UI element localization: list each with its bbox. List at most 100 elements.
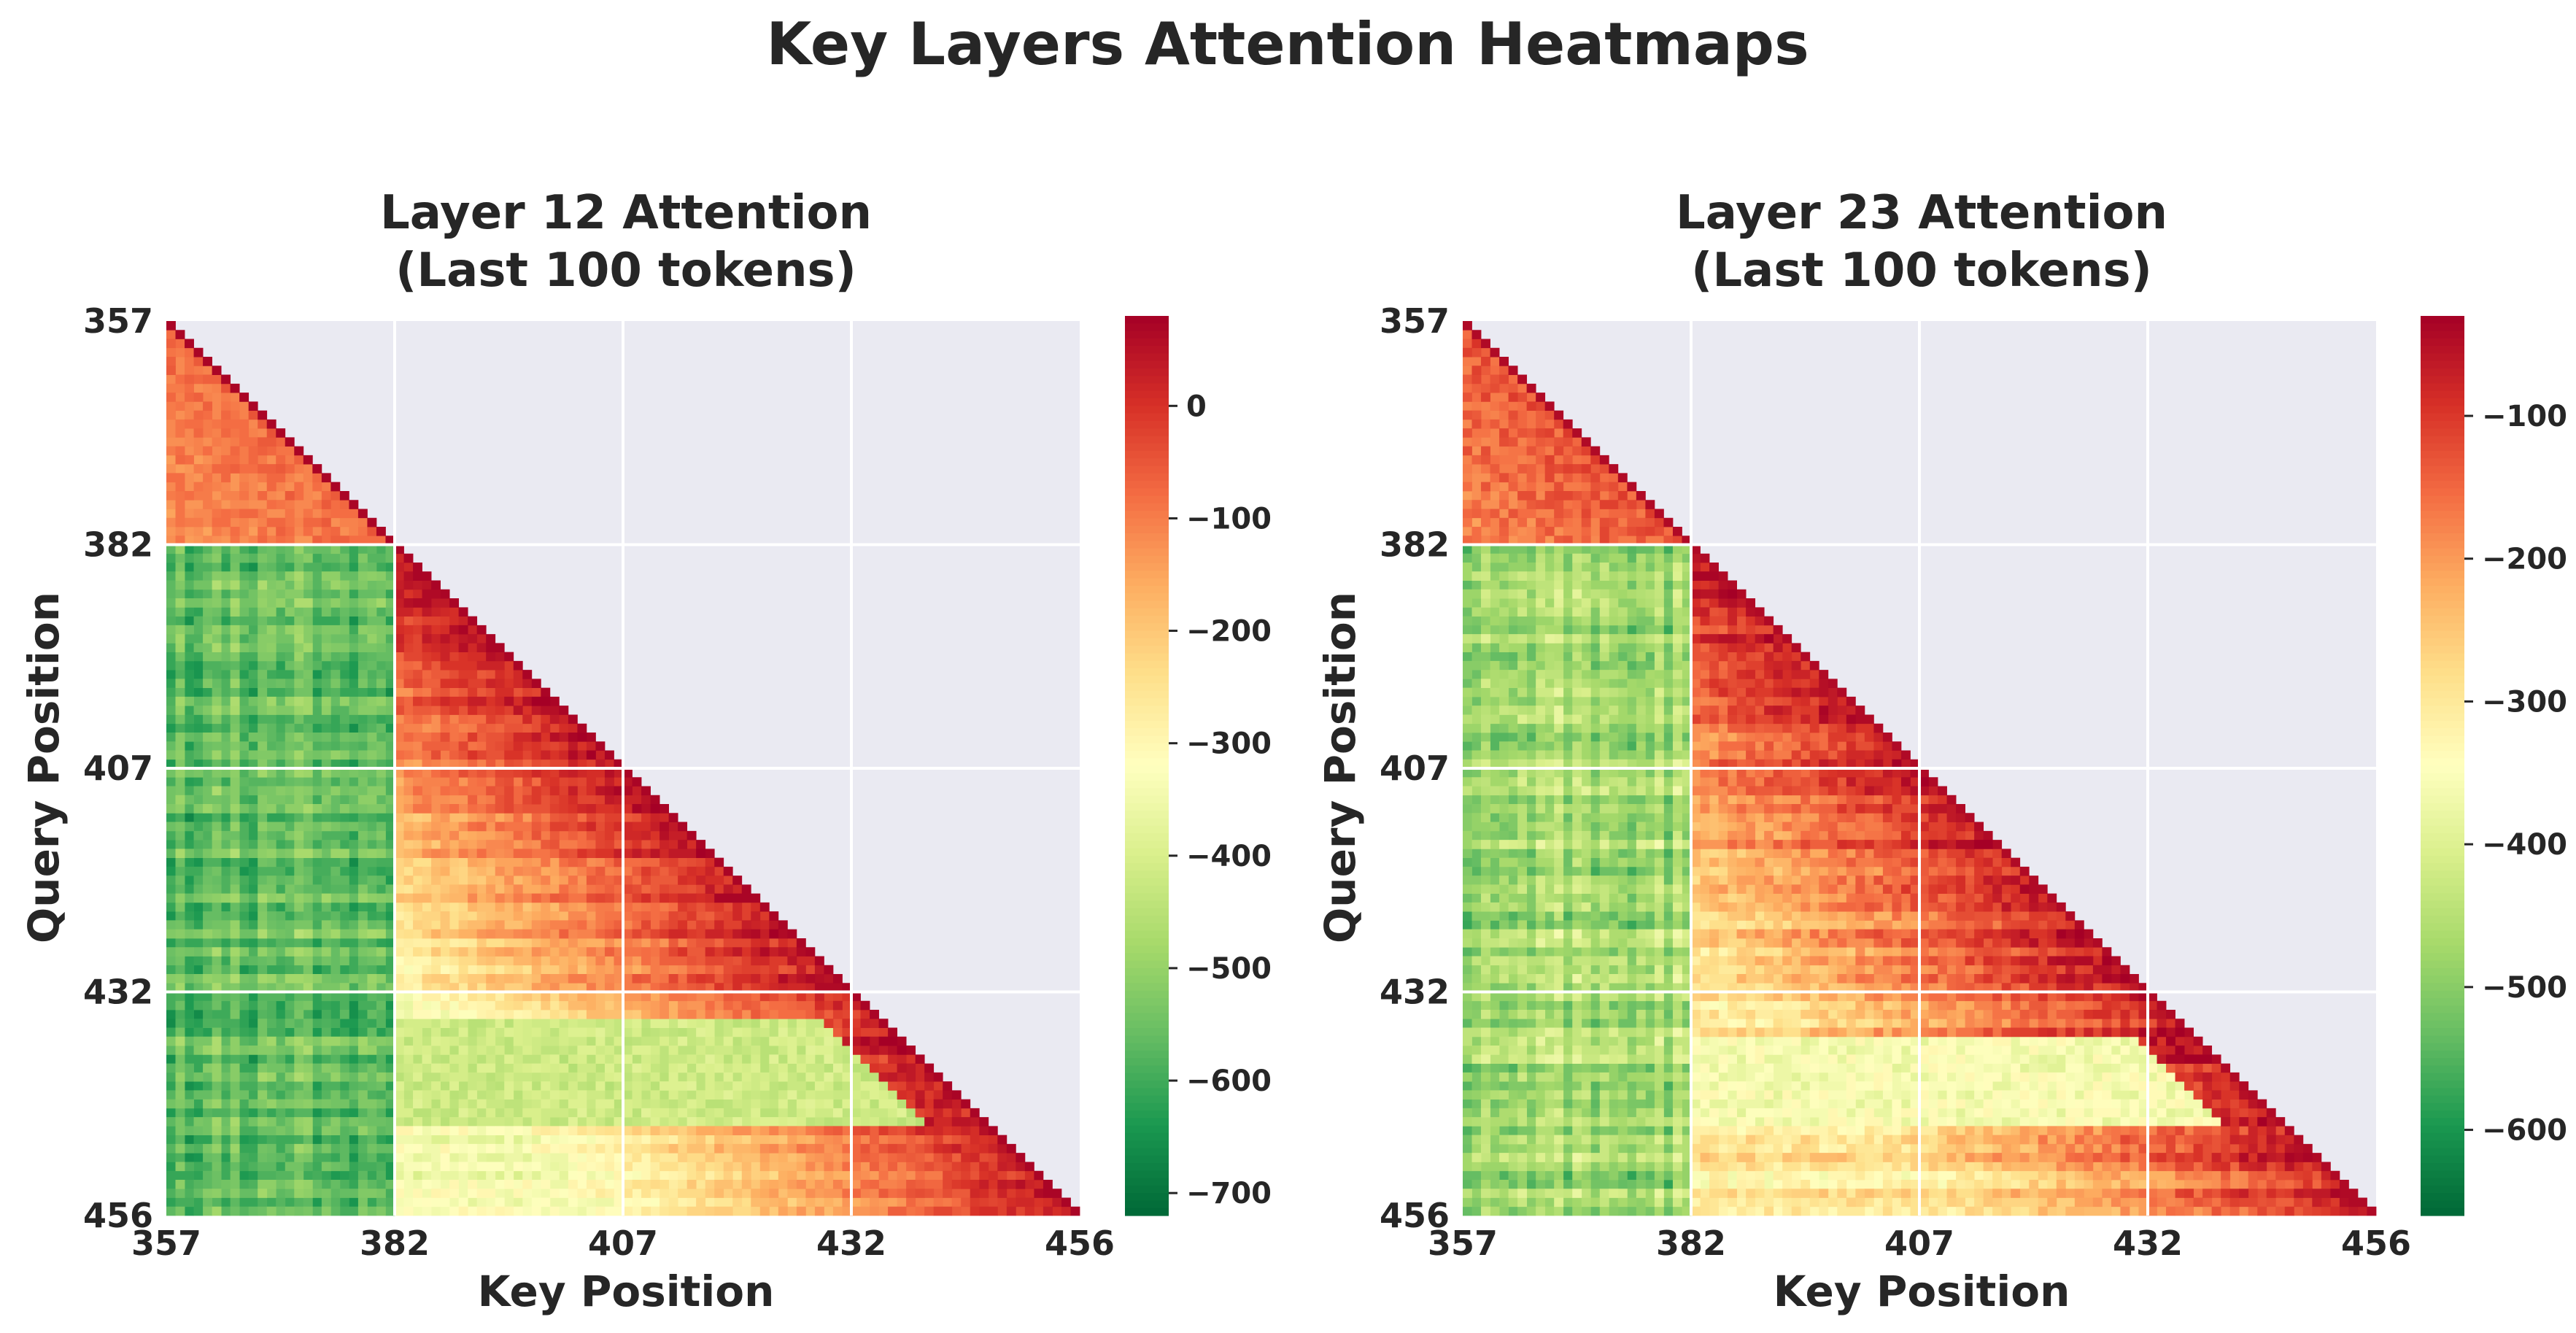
colorbar-segment	[2421, 1095, 2464, 1104]
colorbar-segment	[1125, 720, 1169, 729]
colorbar-segment	[1125, 353, 1169, 362]
colorbar-segment	[1125, 676, 1169, 684]
colorbar-segment	[1125, 660, 1169, 669]
y-tick-label: 432	[1380, 973, 1450, 1012]
heatmap-cell-group	[1691, 732, 2175, 1216]
heatmap-cell-group	[1691, 911, 1993, 1216]
colorbar-segment	[1125, 608, 1169, 617]
colorbar-segment	[2421, 1155, 2464, 1164]
colorbar-segment	[1125, 338, 1169, 347]
colorbar-segment	[2421, 316, 2464, 324]
panel-title-line1: Layer 23 Attention	[1676, 186, 2167, 240]
colorbar-segment	[1125, 908, 1169, 916]
colorbar-segment	[1125, 811, 1169, 819]
heatmap-cell-group	[175, 580, 377, 1189]
colorbar-segment	[2421, 585, 2464, 594]
colorbar-segment	[2421, 541, 2464, 549]
colorbar-segment	[2421, 676, 2464, 684]
colorbar-segment	[2421, 443, 2464, 452]
colorbar-segment	[2421, 728, 2464, 737]
colorbar-segment	[2421, 946, 2464, 954]
colorbar-segment	[1125, 998, 1169, 1006]
colorbar-segment	[1125, 975, 1169, 984]
colorbar-tick-label: −200	[1186, 615, 1272, 649]
heatmap-cell-group	[1463, 544, 1692, 1216]
colorbar-segment	[1125, 1013, 1169, 1021]
colorbar-segment	[2421, 1050, 2464, 1059]
x-tick-label: 456	[1045, 1224, 1115, 1263]
colorbar-tick-label: −400	[2482, 828, 2567, 862]
colorbar-segment	[1125, 1065, 1169, 1074]
colorbar-segment	[2421, 323, 2464, 332]
colorbar-segment	[2421, 331, 2464, 339]
colorbar-segment	[1125, 1200, 1169, 1209]
colorbar-segment	[2421, 428, 2464, 437]
colorbar-segment	[2421, 1118, 2464, 1127]
colorbar-segment	[2421, 518, 2464, 527]
colorbar-segment	[1125, 646, 1169, 654]
colorbar-segment	[1125, 1005, 1169, 1014]
heatmap-cell-group	[1463, 544, 1692, 1216]
colorbar-segment	[2421, 811, 2464, 819]
colorbar-segment	[1125, 818, 1169, 827]
x-tick-label: 456	[2341, 1224, 2411, 1263]
panel-title-line2: (Last 100 tokens)	[395, 244, 856, 298]
colorbar-segment	[1125, 946, 1169, 954]
colorbar-segment	[2421, 773, 2464, 781]
colorbar-segment	[2421, 863, 2464, 871]
colorbar-segment	[1125, 1125, 1169, 1134]
colorbar-segment	[2421, 743, 2464, 751]
colorbar-segment	[2421, 1163, 2464, 1171]
colorbar-segment	[2421, 353, 2464, 362]
colorbar-segment	[2421, 653, 2464, 662]
colorbar-segment	[2421, 1178, 2464, 1186]
x-tick-label: 407	[588, 1224, 658, 1263]
colorbar-tick-label: −600	[2482, 1114, 2567, 1148]
heatmap-cell-group	[1691, 947, 2221, 1216]
y-tick-label: 407	[83, 749, 153, 788]
colorbar-segment	[1125, 1178, 1169, 1186]
colorbar-segment	[2421, 413, 2464, 422]
colorbar-segment	[1125, 728, 1169, 737]
colorbar-tick-label: −100	[1186, 502, 1272, 536]
colorbar-segment	[1125, 390, 1169, 399]
heatmap-cell-group	[1463, 544, 1692, 1216]
colorbar-segment	[2421, 1148, 2464, 1156]
colorbar-segment	[1125, 863, 1169, 871]
colorbar-segment	[1125, 383, 1169, 392]
colorbar-segment	[1125, 1110, 1169, 1119]
y-tick-label: 456	[1380, 1196, 1450, 1235]
colorbar-segment	[1125, 713, 1169, 722]
colorbar-segment	[1125, 1073, 1169, 1081]
colorbar-segment	[2421, 841, 2464, 849]
colorbar-segment	[1125, 346, 1169, 354]
heatmap-cell-group	[1691, 732, 2185, 1208]
y-tick-label: 407	[1380, 749, 1450, 788]
colorbar-segment	[1125, 1170, 1169, 1179]
colorbar-segment	[2421, 616, 2464, 624]
heatmap-cell-group	[166, 544, 395, 1216]
colorbar-segment	[1125, 1081, 1169, 1089]
colorbar-segment	[2421, 818, 2464, 827]
colorbar-segment	[2421, 608, 2464, 617]
colorbar-segment	[2421, 990, 2464, 999]
colorbar-segment	[1125, 803, 1169, 811]
colorbar-segment	[1125, 1118, 1169, 1127]
colorbar-segment	[2421, 1081, 2464, 1089]
colorbar-segment	[1125, 683, 1169, 692]
colorbar-segment	[1125, 848, 1169, 857]
colorbar-segment	[2421, 683, 2464, 692]
x-tick-label: 382	[360, 1224, 430, 1263]
colorbar-segment	[2421, 1140, 2464, 1149]
heatmap-cell-group	[395, 911, 715, 1216]
colorbar-segment	[2421, 1193, 2464, 1202]
colorbar-segment	[2421, 788, 2464, 797]
colorbar-segment	[1125, 638, 1169, 646]
colorbar-segment	[2421, 870, 2464, 879]
heatmap-cell-group	[166, 553, 395, 1216]
heatmap-cell-group	[185, 813, 194, 822]
x-tick-label: 357	[131, 1224, 201, 1263]
heatmap-cell-group	[403, 965, 642, 1216]
colorbar-segment	[1125, 900, 1169, 909]
heatmap-cell-group	[1481, 563, 1692, 1198]
